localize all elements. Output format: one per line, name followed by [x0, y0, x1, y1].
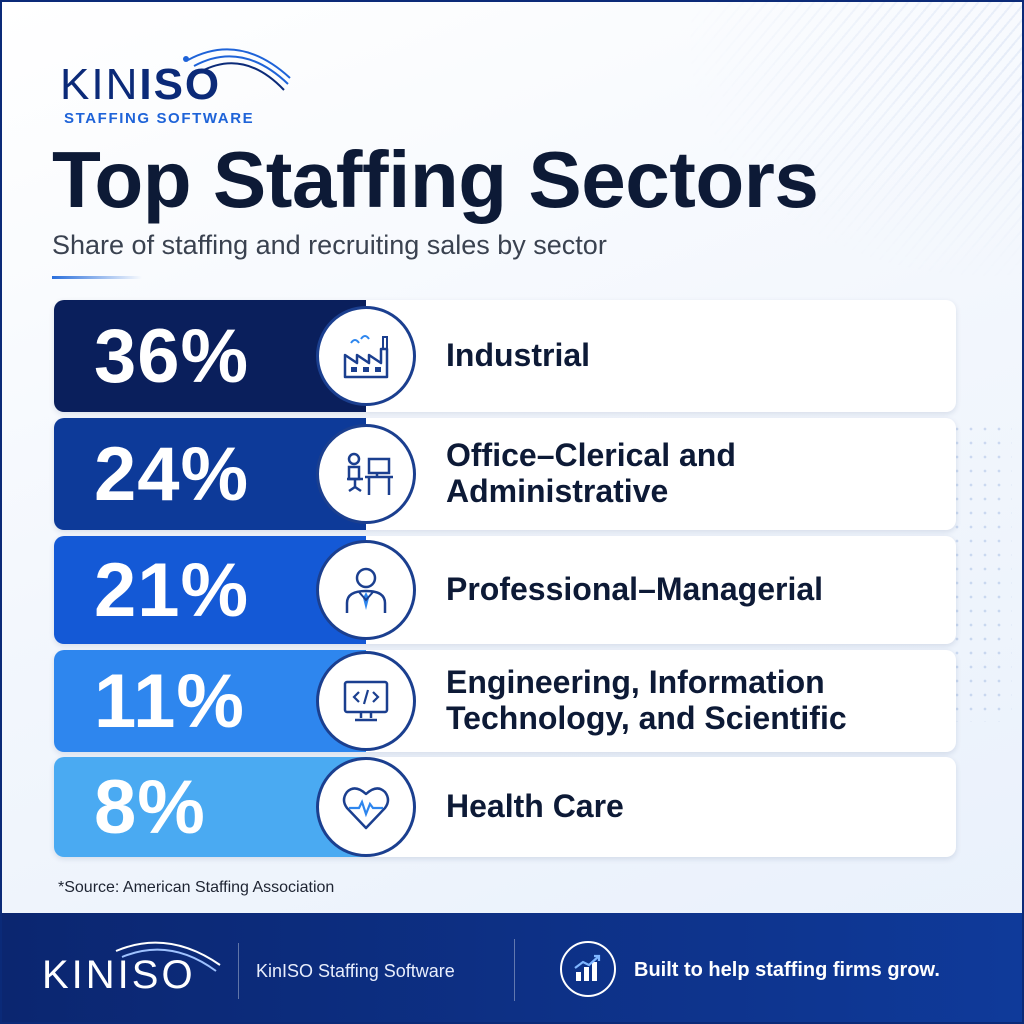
sector-label: Engineering, Information Technology, and…: [446, 664, 847, 736]
sector-percent-bar: 21%: [54, 536, 366, 644]
footer-logo: KINISO: [42, 941, 242, 1003]
source-note: *Source: American Staffing Association: [58, 879, 335, 896]
subtitle-rule: [52, 276, 142, 279]
page-title: Top Staffing Sectors: [52, 135, 819, 224]
sector-bar: 24% Office–Clerical and Administrative: [54, 418, 956, 530]
sector-percent-bar: 24%: [54, 418, 366, 530]
sector-bar: 21% Professional–Managerial: [54, 536, 956, 644]
footer-logo-arcs-icon: [115, 941, 221, 972]
footer-tagline: Built to help staffing firms grow.: [634, 959, 940, 981]
computer-code-icon: [316, 651, 416, 751]
heart-pulse-icon: [316, 757, 416, 857]
office-desk-icon: [316, 424, 416, 524]
sector-label: Industrial: [446, 337, 591, 374]
logo-subline: STAFFING SOFTWARE: [64, 110, 255, 127]
sector-bar: 36% Industrial: [54, 300, 956, 412]
kiniso-logo: KINISO STAFFING SOFTWARE: [60, 38, 300, 128]
factory-icon: [316, 306, 416, 406]
footer-logo-word: KINISO: [42, 953, 196, 997]
sector-percent-bar: 8%: [54, 757, 366, 857]
footer-bar: KINISO KinISO Staffing Software Built to…: [2, 913, 1022, 1022]
footer-divider: [514, 939, 515, 1001]
sector-label: Office–Clerical and Administrative: [446, 437, 736, 509]
professional-person-icon: [316, 540, 416, 640]
sector-bar: 8% Health Care: [54, 757, 956, 857]
growth-chart-icon: [560, 941, 616, 997]
decorative-hatch: [682, 2, 1022, 282]
page-subtitle: Share of staffing and recruiting sales b…: [52, 230, 607, 260]
footer-divider: [238, 943, 239, 999]
sector-bar: 11% Engineering, Information Technology, …: [54, 650, 956, 752]
sector-label: Professional–Managerial: [446, 571, 824, 608]
logo-wordmark: KINISO: [60, 60, 222, 109]
sector-percent-bar: 36%: [54, 300, 366, 412]
sector-label: Health Care: [446, 788, 624, 825]
footer-brand: KinISO Staffing Software: [256, 961, 455, 981]
sector-percent-bar: 11%: [54, 650, 366, 752]
logo-arcs-icon: [183, 48, 291, 91]
